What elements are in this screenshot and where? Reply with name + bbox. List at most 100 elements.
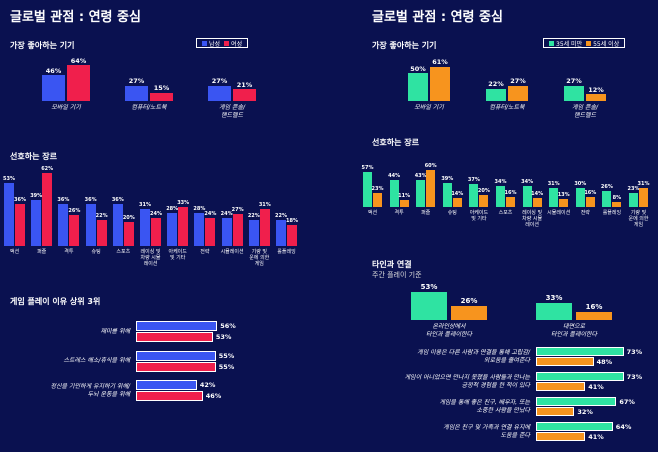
bar [205, 217, 216, 246]
data-label: 46% [205, 392, 222, 400]
data-label: 26% [68, 208, 81, 215]
bar [536, 397, 617, 406]
category-label: 시뮬레이션 [547, 210, 571, 216]
left-reasons-title: 게임 플레이 이유 상위 3위 [10, 297, 101, 306]
bar [96, 220, 107, 246]
data-label: 23% [627, 185, 640, 192]
data-label: 24% [150, 210, 162, 217]
bar [136, 332, 213, 342]
category-label: 게임 이용은 다른 사람과 연결을 통해 고립감/외로움을 줄여준다 [417, 348, 530, 364]
bar [602, 190, 612, 207]
category-label: 게임 콘솔/핸드헬드 [571, 104, 598, 119]
category-label: 모바일 기기 [51, 104, 81, 111]
bar [532, 198, 542, 207]
bar [389, 179, 399, 207]
data-label: 34% [494, 178, 507, 185]
category-label: 아케이드 및 기타 [168, 249, 187, 261]
bar [85, 203, 96, 246]
category-label: 퍼즐 [421, 210, 431, 216]
category-label: 기량 및 운에 의한 게임 [249, 249, 270, 267]
category-label: 슈팅 [91, 249, 101, 255]
data-label: 37% [467, 177, 480, 184]
legend-over55: 55세 이상 [586, 39, 619, 48]
data-label: 27% [128, 77, 145, 86]
category-label: 컴퓨터/노트북 [489, 104, 525, 111]
category-label: 스포츠 [116, 249, 131, 255]
bar [575, 188, 585, 207]
data-label: 27% [231, 207, 244, 214]
data-label: 50% [410, 64, 426, 73]
category-label: 전략 [200, 249, 210, 255]
data-label: 36% [14, 196, 26, 203]
left-devices-title: 가장 좋아하는 기기 [10, 41, 75, 50]
bar [586, 94, 606, 101]
category-label: 게임은 친구 및 가족과 연결 유지에 도움을 준다 [443, 423, 530, 439]
data-label: 28% [193, 205, 206, 212]
data-label: 16% [585, 302, 603, 311]
data-label: 56% [220, 322, 236, 330]
category-label: 게임이 아니었으면 만나지 못했을 사람들과 만나는 긍정적 경험을 한 적이 있… [404, 373, 530, 389]
data-label: 55% [218, 362, 235, 371]
data-label: 62% [41, 165, 54, 172]
bar [373, 192, 382, 207]
bar [67, 65, 90, 101]
data-label: 14% [451, 191, 464, 198]
bar [629, 192, 638, 207]
category-label: 정신을 기민하게 유지하기 위해/두뇌 운동을 위해 [50, 382, 130, 398]
bar [536, 372, 624, 381]
data-label: 33% [177, 200, 190, 207]
category-label: 액션 [367, 210, 378, 216]
data-label: 41% [588, 433, 604, 441]
data-label: 41% [588, 383, 604, 391]
bar [536, 347, 624, 356]
bar [442, 182, 452, 207]
data-label: 22% [488, 80, 504, 89]
data-label: 57% [361, 164, 374, 171]
bar [426, 169, 436, 207]
bar [136, 391, 203, 401]
category-label: 액션 [9, 249, 20, 255]
data-label: 36% [57, 196, 70, 203]
data-label: 48% [596, 358, 613, 366]
bar [536, 422, 613, 431]
bar [506, 197, 515, 207]
category-label: 시뮬레이션 [220, 249, 244, 255]
data-label: 22% [95, 213, 108, 220]
right-connect-title: 타인과 연결 [372, 260, 412, 269]
data-label: 34% [521, 178, 534, 185]
bar [549, 187, 559, 207]
category-label: 모바일 기기 [414, 104, 444, 111]
data-label: 21% [236, 80, 253, 89]
category-label: 재미를 위해 [100, 327, 130, 335]
bar [536, 302, 572, 320]
bar [411, 291, 447, 320]
bar [233, 89, 256, 101]
bar [194, 212, 205, 246]
bar [496, 185, 505, 207]
data-label: 28% [166, 205, 179, 212]
bar [221, 217, 232, 246]
category-label: 온라인상에서 타인과 플레이한다 [425, 323, 473, 338]
legend-male: 남성 [202, 39, 220, 48]
bar [125, 85, 148, 101]
bar [564, 85, 584, 101]
data-label: 15% [153, 84, 170, 93]
bar [136, 321, 218, 331]
data-label: 53% [215, 333, 232, 341]
data-label: 36% [111, 196, 124, 203]
bar [136, 350, 216, 361]
data-label: 27% [510, 77, 526, 86]
data-label: 67% [619, 398, 635, 406]
data-label: 13% [557, 191, 570, 198]
bar [612, 202, 622, 207]
data-label: 46% [45, 66, 62, 75]
category-label: 롤플레잉 [277, 249, 296, 255]
data-label: 61% [432, 58, 448, 67]
bar [58, 203, 69, 246]
bar [167, 212, 178, 246]
category-label: 게임을 통해 좋은 친구, 배우자, 또는 소중한 사람을 만났다 [439, 398, 530, 414]
category-label: 퍼즐 [37, 249, 47, 255]
data-label: 31% [547, 180, 560, 187]
data-label: 24% [204, 210, 217, 217]
